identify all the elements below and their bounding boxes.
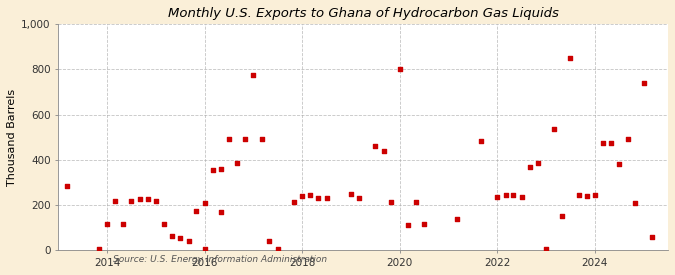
Point (240, 137, 250, 142)
Point (199, 201, 210, 205)
Point (541, 247, 551, 251)
Point (93, 247, 104, 251)
Point (533, 161, 543, 165)
Point (297, 194, 308, 198)
Text: Source: U.S. Energy Information Administration: Source: U.S. Energy Information Administ… (113, 255, 327, 264)
Point (354, 196, 364, 200)
Point (614, 162, 624, 167)
Point (418, 222, 429, 227)
Point (346, 192, 356, 196)
Point (402, 223, 413, 228)
Point (452, 216, 462, 221)
Point (516, 195, 527, 199)
Point (565, 56, 576, 60)
Point (183, 239, 194, 244)
Point (647, 235, 657, 239)
Point (117, 222, 128, 227)
Y-axis label: Thousand Barrels: Thousand Barrels (7, 89, 17, 186)
Point (605, 141, 616, 145)
Point (622, 137, 633, 142)
Point (492, 195, 503, 199)
Point (598, 141, 609, 145)
Point (386, 200, 397, 204)
Point (256, 137, 267, 142)
Point (273, 247, 284, 251)
Point (639, 81, 649, 85)
Point (142, 197, 153, 202)
Point (175, 236, 186, 240)
Point (321, 196, 332, 200)
Point (207, 168, 218, 172)
Point (378, 148, 389, 153)
Point (61, 184, 72, 188)
Point (313, 196, 324, 200)
Point (630, 201, 641, 205)
Point (232, 161, 243, 165)
Title: Monthly U.S. Exports to Ghana of Hydrocarbon Gas Liquids: Monthly U.S. Exports to Ghana of Hydroca… (167, 7, 559, 20)
Point (134, 197, 145, 202)
Point (508, 193, 519, 197)
Point (524, 164, 535, 169)
Point (102, 222, 113, 227)
Point (573, 193, 584, 197)
Point (167, 233, 178, 238)
Point (191, 208, 202, 213)
Point (394, 67, 405, 72)
Point (215, 210, 226, 214)
Point (288, 200, 299, 204)
Point (110, 198, 121, 203)
Point (589, 193, 600, 197)
Point (264, 239, 275, 244)
Point (500, 193, 511, 197)
Point (557, 214, 568, 219)
Point (248, 73, 259, 77)
Point (549, 127, 560, 131)
Point (151, 198, 161, 203)
Point (581, 194, 592, 198)
Point (476, 138, 487, 143)
Point (159, 222, 169, 227)
Point (223, 137, 234, 142)
Point (305, 193, 316, 197)
Point (370, 144, 381, 148)
Point (199, 247, 210, 251)
Point (215, 167, 226, 171)
Point (126, 198, 137, 203)
Point (410, 200, 421, 204)
